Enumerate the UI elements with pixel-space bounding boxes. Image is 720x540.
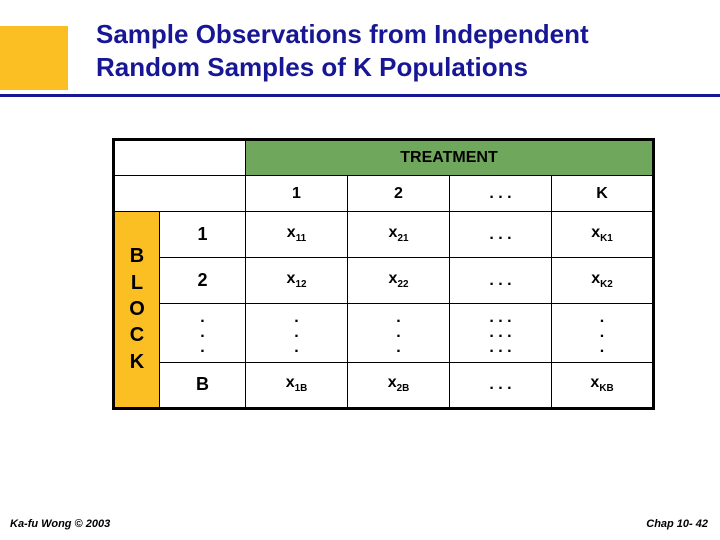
cell-x21: x21 xyxy=(348,212,450,258)
cell-ddots: . . .. . .. . . xyxy=(450,304,552,363)
table-row: 2 x12 x22 . . . xK2 xyxy=(114,258,654,304)
slide-title: Sample Observations from Independent Ran… xyxy=(96,18,686,83)
block-letter: O xyxy=(119,296,155,322)
col-header-2: 2 xyxy=(348,176,450,212)
block-letter: B xyxy=(119,243,155,269)
cell-x2B: x2B xyxy=(348,362,450,408)
cell-x22: x22 xyxy=(348,258,450,304)
col-header-dots: . . . xyxy=(450,176,552,212)
title-underline xyxy=(0,94,720,97)
row-label: 2 xyxy=(160,258,246,304)
cell-vdots: ... xyxy=(246,304,348,363)
col-header-1: 1 xyxy=(246,176,348,212)
table-row: B L O C K 1 x11 x21 . . . xK1 xyxy=(114,212,654,258)
block-letter: K xyxy=(119,349,155,375)
title-block: Sample Observations from Independent Ran… xyxy=(96,18,686,83)
cell-x1B: x1B xyxy=(246,362,348,408)
row-label-vdots: ... xyxy=(160,304,246,363)
footer-copyright: Ka-fu Wong © 2003 xyxy=(10,518,110,530)
cell-xK1: xK1 xyxy=(552,212,654,258)
corner-blank-2 xyxy=(114,176,246,212)
block-letter: L xyxy=(119,270,155,296)
cell-vdots: ... xyxy=(552,304,654,363)
cell-dots: . . . xyxy=(450,362,552,408)
footer-chapter: Chap 10- 42 xyxy=(646,518,708,530)
cell-x11: x11 xyxy=(246,212,348,258)
observation-table-wrap: TREATMENT 1 2 . . . K B L O C K 1 x11 xyxy=(112,138,652,410)
row-label: 1 xyxy=(160,212,246,258)
cell-dots: . . . xyxy=(450,258,552,304)
table-row-vdots: ... ... ... . . .. . .. . . ... xyxy=(114,304,654,363)
col-header-K: K xyxy=(552,176,654,212)
row-label: B xyxy=(160,362,246,408)
cell-x12: x12 xyxy=(246,258,348,304)
corner-blank xyxy=(114,140,246,176)
treatment-header: TREATMENT xyxy=(246,140,654,176)
block-label: B L O C K xyxy=(114,212,160,409)
table-row: B x1B x2B . . . xKB xyxy=(114,362,654,408)
observation-table: TREATMENT 1 2 . . . K B L O C K 1 x11 xyxy=(112,138,655,410)
cell-dots: . . . xyxy=(450,212,552,258)
column-header-row: 1 2 . . . K xyxy=(114,176,654,212)
cell-xKB: xKB xyxy=(552,362,654,408)
cell-vdots: ... xyxy=(348,304,450,363)
treatment-header-row: TREATMENT xyxy=(114,140,654,176)
block-letter: C xyxy=(119,322,155,348)
cell-xK2: xK2 xyxy=(552,258,654,304)
accent-bar xyxy=(0,26,68,90)
slide: Sample Observations from Independent Ran… xyxy=(0,0,720,540)
